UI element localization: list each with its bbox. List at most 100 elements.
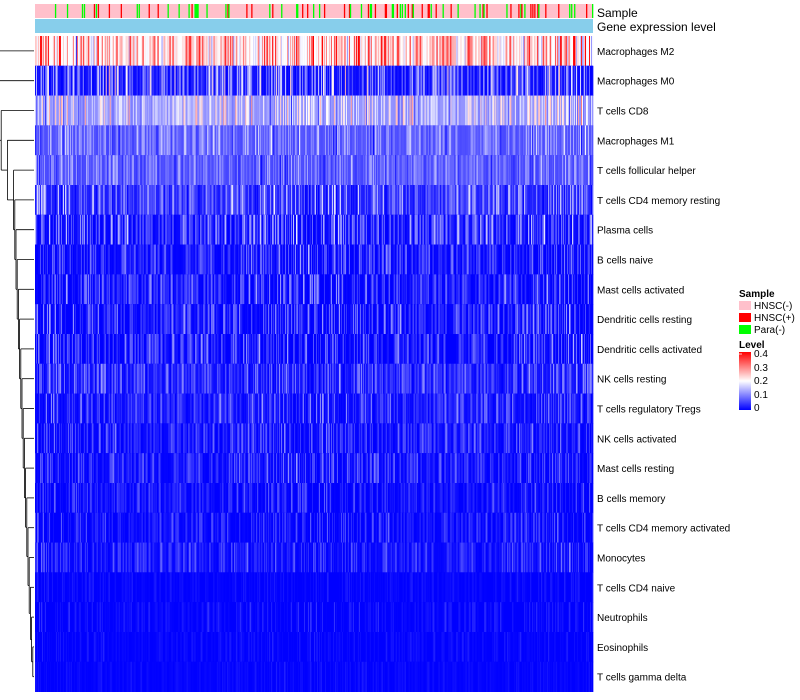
heatmap-cell: [312, 185, 314, 216]
heatmap-cell: [361, 244, 364, 275]
heatmap-cell: [80, 95, 83, 126]
heatmap-cell: [93, 65, 96, 96]
heatmap-cell: [361, 185, 364, 216]
heatmap-cell: [379, 214, 382, 245]
heatmap-cell: [79, 36, 82, 67]
heatmap-cell: [451, 125, 453, 156]
heatmap-cell: [156, 155, 158, 186]
heatmap-cell: [397, 244, 400, 275]
heatmap-cell: [238, 125, 240, 156]
heatmap-cell: [280, 36, 282, 67]
heatmap-cell: [401, 214, 404, 245]
heatmap-cell: [482, 95, 484, 126]
heatmap-cell: [582, 65, 584, 96]
heatmap-cell: [552, 155, 554, 186]
heatmap-cell: [305, 274, 307, 305]
heatmap-cell: [517, 36, 519, 67]
heatmap-cell: [118, 185, 121, 216]
heatmap-cell: [99, 65, 102, 96]
heatmap-cell: [254, 185, 256, 216]
heatmap-cell: [149, 65, 151, 96]
heatmap-cell: [61, 185, 64, 216]
heatmap-cell: [556, 185, 558, 216]
heatmap-cell: [449, 95, 451, 126]
heatmap-cell: [581, 125, 583, 156]
heatmap-cell: [35, 214, 37, 245]
heatmap-cell: [504, 65, 506, 96]
heatmap-cell: [233, 125, 235, 156]
heatmap-cell: [436, 244, 438, 275]
heatmap-cell: [288, 95, 290, 126]
heatmap-cell: [450, 125, 452, 156]
heatmap-cell: [460, 95, 462, 126]
heatmap-cell: [94, 244, 97, 275]
heatmap-cell: [354, 244, 357, 275]
heatmap-cell: [587, 95, 589, 126]
heatmap-cell: [293, 244, 295, 275]
heatmap-cell: [54, 155, 57, 186]
heatmap-cell: [170, 125, 172, 156]
heatmap-cell: [188, 155, 190, 186]
heatmap-cell: [522, 155, 524, 186]
heatmap-cell: [132, 155, 134, 186]
heatmap-cell: [494, 125, 496, 156]
heatmap-cell: [227, 125, 229, 156]
heatmap-cell: [335, 36, 338, 67]
heatmap-cell: [569, 244, 571, 275]
heatmap-cell: [409, 65, 412, 96]
heatmap-cell: [39, 214, 42, 245]
heatmap-cell: [395, 185, 398, 216]
heatmap-cell: [62, 274, 65, 305]
heatmap-cell: [461, 244, 463, 275]
heatmap-cell: [509, 95, 511, 126]
heatmap-cell: [324, 214, 327, 245]
heatmap-cell: [365, 274, 368, 305]
heatmap-cell: [274, 95, 276, 126]
heatmap-cell: [510, 185, 512, 216]
heatmap-cell: [261, 65, 263, 96]
heatmap-cell: [203, 185, 205, 216]
heatmap-cell: [269, 125, 271, 156]
heatmap-cell: [432, 185, 434, 216]
heatmap-cell: [227, 214, 229, 245]
heatmap-cell: [175, 244, 177, 275]
heatmap-cell: [408, 244, 411, 275]
heatmap-cell: [589, 95, 591, 126]
heatmap-cell: [491, 244, 493, 275]
heatmap-cell: [583, 244, 585, 275]
heatmap-cell: [176, 244, 178, 275]
heatmap-cell: [85, 95, 88, 126]
heatmap-cell: [152, 155, 154, 186]
heatmap-cell: [357, 36, 360, 67]
heatmap-cell: [588, 36, 590, 67]
heatmap-cell: [45, 65, 48, 96]
heatmap-cell: [576, 214, 578, 245]
heatmap-cell: [294, 214, 296, 245]
heatmap-cell: [219, 274, 221, 305]
heatmap-cell: [187, 65, 189, 96]
heatmap-cell: [195, 125, 197, 156]
heatmap-cell: [173, 244, 175, 275]
heatmap-cell: [157, 214, 159, 245]
heatmap-cell: [472, 95, 474, 126]
heatmap-cell: [566, 125, 568, 156]
heatmap-cell: [154, 36, 156, 67]
heatmap-cell: [439, 214, 441, 245]
heatmap-cell: [486, 214, 488, 245]
heatmap-cell: [554, 95, 556, 126]
heatmap-cell: [96, 125, 99, 156]
heatmap-cell: [76, 125, 79, 156]
heatmap-cell: [407, 155, 410, 186]
heatmap-cell: [89, 95, 92, 126]
heatmap-cell: [413, 155, 415, 186]
heatmap-cell: [552, 125, 554, 156]
heatmap-cell: [578, 244, 580, 275]
heatmap-cell: [391, 274, 394, 305]
heatmap-cell: [391, 36, 394, 67]
heatmap-cell: [94, 95, 97, 126]
heatmap-cell: [275, 36, 277, 67]
heatmap-cell: [567, 125, 569, 156]
heatmap-cell: [568, 244, 570, 275]
heatmap-cell: [167, 155, 169, 186]
heatmap-cell: [88, 65, 91, 96]
